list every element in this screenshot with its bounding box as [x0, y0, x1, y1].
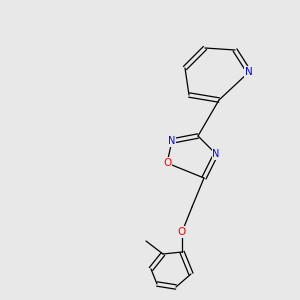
Text: N: N	[212, 149, 220, 159]
Text: O: O	[163, 158, 171, 168]
Text: N: N	[168, 136, 176, 146]
Text: O: O	[178, 227, 186, 237]
Text: N: N	[245, 67, 253, 77]
